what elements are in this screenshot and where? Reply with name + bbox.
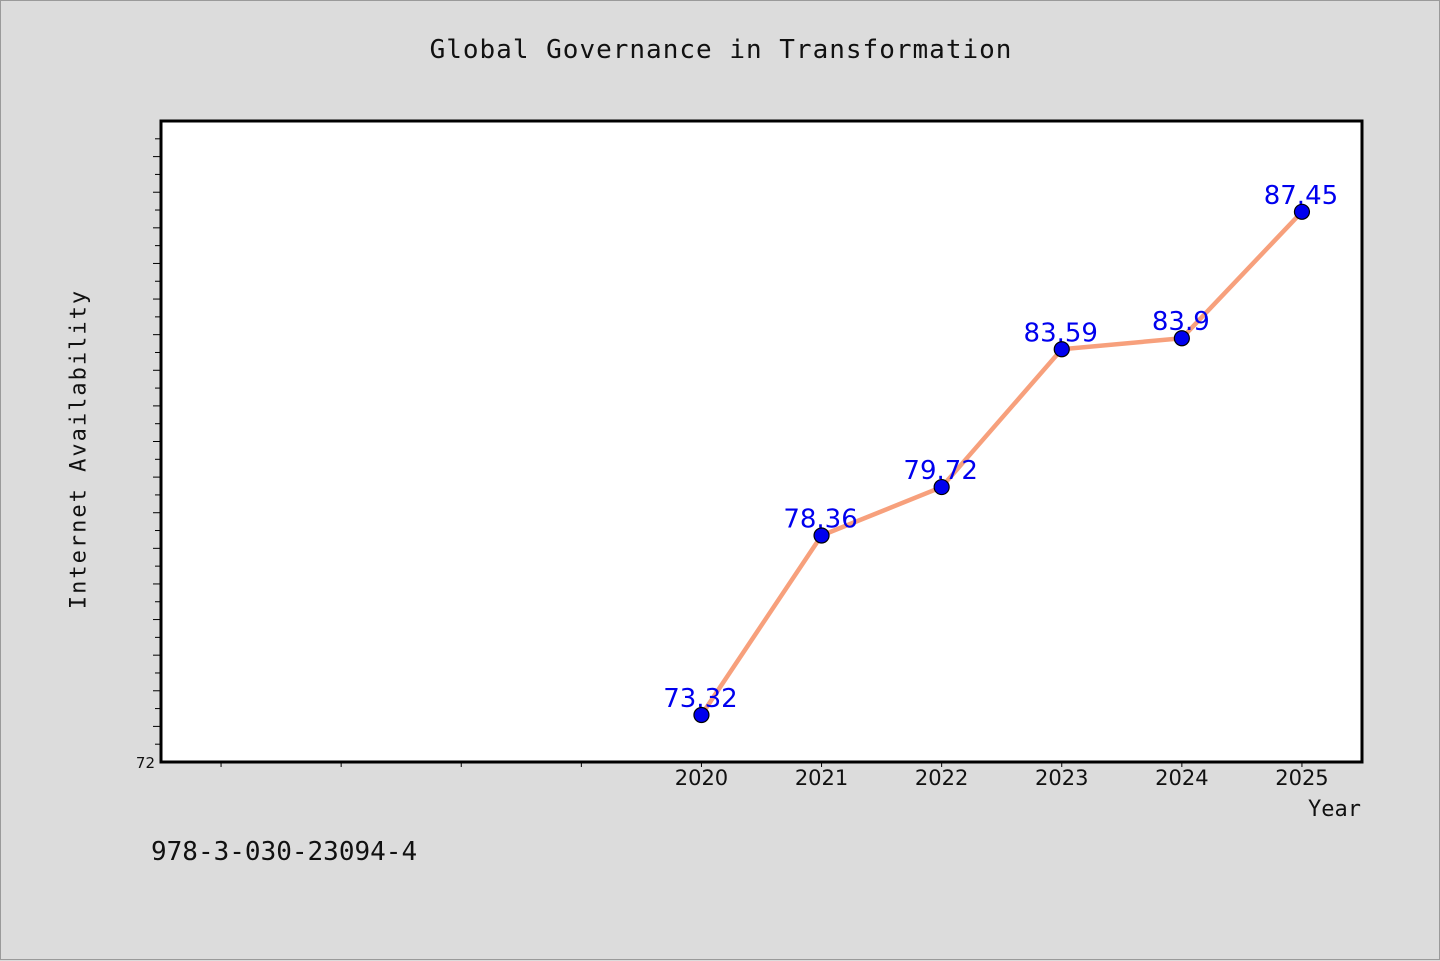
data-point bbox=[693, 706, 710, 724]
x-axis-label: Year bbox=[1308, 797, 1361, 822]
x-tick-label: 2021 bbox=[795, 766, 848, 790]
series-line bbox=[699, 209, 1305, 718]
data-point bbox=[813, 527, 830, 544]
series-line-group bbox=[699, 209, 1305, 718]
data-point bbox=[933, 478, 950, 496]
plot-area bbox=[159, 119, 1364, 764]
y-axis-ticks: 72 bbox=[136, 138, 161, 772]
data-markers bbox=[693, 203, 1311, 724]
x-tick-label: 2020 bbox=[675, 766, 728, 790]
x-tick-label: 2024 bbox=[1155, 766, 1208, 790]
x-tick-label: 2022 bbox=[915, 766, 968, 790]
isbn-code: 978-3-030-23094-4 bbox=[151, 837, 418, 867]
x-tick-label: 2025 bbox=[1275, 766, 1328, 790]
x-tick-label: 2023 bbox=[1035, 766, 1088, 790]
y-tick-label: 72 bbox=[136, 754, 155, 772]
data-point bbox=[1293, 203, 1311, 220]
data-point bbox=[1053, 341, 1070, 358]
x-axis-ticks: 2020 2021 2022 2023 2024 2025 bbox=[220, 762, 1329, 790]
chart-title: Global Governance in Transformation bbox=[429, 35, 1013, 65]
data-point bbox=[1173, 330, 1190, 347]
